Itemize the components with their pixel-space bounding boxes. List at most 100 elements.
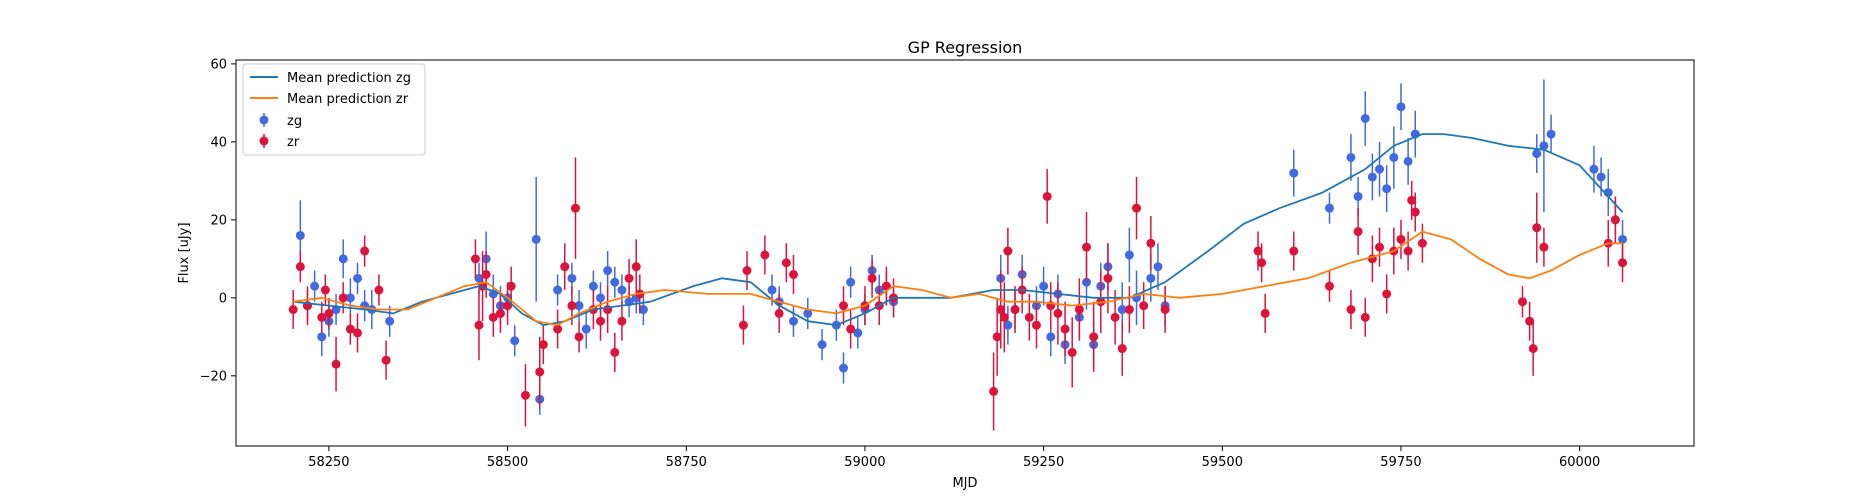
zr-point xyxy=(1525,316,1535,326)
zg-point xyxy=(1367,172,1377,182)
zr-point xyxy=(1082,242,1091,252)
zg-point xyxy=(1146,273,1156,283)
zr-point xyxy=(1325,281,1334,291)
zg-point xyxy=(603,266,613,276)
zr-point xyxy=(1346,305,1356,315)
zr-point xyxy=(288,305,298,315)
zr-point xyxy=(320,285,330,295)
y-tick-label-4: 60 xyxy=(210,57,227,72)
zg-point xyxy=(1618,234,1628,244)
zr-point xyxy=(610,347,620,357)
zr-point xyxy=(760,250,770,260)
zr-point xyxy=(1353,227,1363,237)
zr-point xyxy=(1610,215,1620,225)
x-tick-label-7: 60000 xyxy=(1559,455,1600,470)
zr-point xyxy=(538,340,548,350)
zg-point xyxy=(574,301,584,311)
zr-point xyxy=(560,262,570,272)
zr-point xyxy=(1060,324,1070,334)
zg-point xyxy=(531,234,541,244)
zg-point xyxy=(385,316,395,326)
zg-point xyxy=(1589,164,1599,174)
zg-point xyxy=(1532,149,1542,159)
zr-point xyxy=(506,281,516,291)
zr-point xyxy=(1257,258,1267,268)
zg-point xyxy=(1539,141,1549,151)
zr-point xyxy=(324,308,334,318)
legend: Mean prediction zg Mean prediction zr zg… xyxy=(242,63,426,156)
zg-point xyxy=(1346,152,1356,162)
chart-title: GP Regression xyxy=(908,38,1023,57)
zg-point xyxy=(1396,102,1406,112)
zr-point xyxy=(1407,195,1417,205)
zr-point xyxy=(1260,308,1270,318)
zg-point xyxy=(581,324,591,334)
data-layer xyxy=(288,79,1628,431)
zr-point xyxy=(474,320,484,330)
zr-point xyxy=(596,316,605,326)
zg-point xyxy=(1546,129,1556,139)
zr-point xyxy=(470,254,480,264)
zr-point xyxy=(1139,301,1149,311)
y-tick-label-3: 40 xyxy=(210,135,227,150)
legend-label-zr: zr xyxy=(287,135,300,150)
zr-point xyxy=(1382,289,1392,299)
zg-point xyxy=(345,293,355,303)
x-tick-label-0: 58250 xyxy=(308,455,349,470)
line-mean-prediction-zg xyxy=(293,133,1624,327)
zr-point xyxy=(867,273,877,283)
zr-point xyxy=(481,269,491,279)
zr-point xyxy=(1067,347,1077,357)
zg-point xyxy=(767,285,777,295)
zr-point xyxy=(989,386,999,396)
zr-point xyxy=(374,285,384,295)
zg-point xyxy=(1403,156,1413,166)
zg-point xyxy=(1124,250,1134,260)
zg-point xyxy=(846,277,856,287)
zg-point xyxy=(310,281,320,291)
x-tick-label-4: 59250 xyxy=(1023,455,1064,470)
zg-point xyxy=(317,332,327,342)
zr-point xyxy=(781,258,791,268)
legend-marker-zg xyxy=(259,115,269,125)
zg-point xyxy=(474,273,484,283)
zr-point xyxy=(1132,203,1142,213)
zg-point xyxy=(1353,191,1363,201)
zg-point xyxy=(610,277,620,287)
zr-point xyxy=(338,293,348,303)
zr-point xyxy=(788,269,798,279)
zr-point xyxy=(631,262,641,272)
zr-point xyxy=(1146,238,1156,248)
zr-point xyxy=(1253,246,1263,256)
zr-point xyxy=(774,308,784,318)
zg-point xyxy=(1046,332,1056,342)
zr-point xyxy=(1528,344,1538,354)
zr-point xyxy=(839,301,848,311)
zr-point xyxy=(999,312,1009,322)
zr-point xyxy=(624,273,634,283)
zg-point xyxy=(617,285,627,295)
zr-point xyxy=(1539,242,1549,252)
x-tick-label-1: 58500 xyxy=(487,455,528,470)
zr-point xyxy=(1618,258,1628,268)
legend-label-zg: zg xyxy=(287,114,302,129)
legend-label-zr-pred: Mean prediction zr xyxy=(287,92,409,107)
y-tick-label-1: 0 xyxy=(219,291,227,306)
zg-point xyxy=(638,305,648,315)
zg-point xyxy=(1389,152,1399,162)
plot-frame xyxy=(235,59,1695,447)
zr-point xyxy=(996,305,1006,315)
zr-point xyxy=(1396,234,1406,244)
zg-point xyxy=(510,336,520,346)
zg-point xyxy=(295,230,305,240)
zr-point xyxy=(1289,246,1299,256)
zr-point xyxy=(331,359,341,369)
zr-point xyxy=(1417,238,1427,248)
legend-label-zg-pred: Mean prediction zg xyxy=(287,71,411,86)
zg-point xyxy=(1325,203,1334,213)
zr-point xyxy=(1124,305,1134,315)
zr-point xyxy=(617,316,627,326)
zr-point xyxy=(1532,223,1542,233)
